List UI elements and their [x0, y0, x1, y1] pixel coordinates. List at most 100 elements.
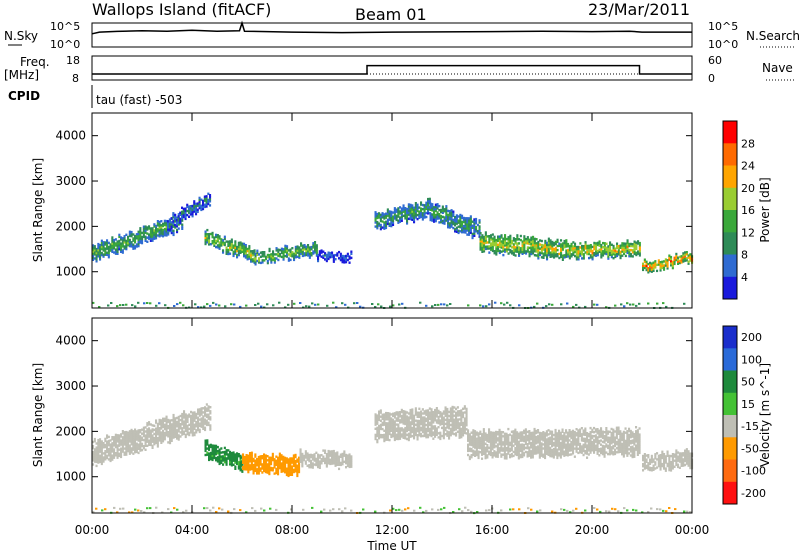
echo-cell	[134, 236, 137, 240]
echo-cell	[558, 431, 561, 435]
echo-cell	[530, 252, 533, 256]
echo-cell	[287, 259, 290, 262]
echo-cell	[273, 253, 276, 256]
echo-cell	[472, 449, 475, 452]
echo-cell	[308, 250, 311, 253]
echo-cell	[292, 462, 295, 465]
echo-cell	[551, 240, 554, 244]
echo-cell	[575, 252, 578, 255]
echo-cell	[243, 252, 246, 256]
echo-cell	[516, 439, 519, 442]
echo-cell	[567, 245, 570, 248]
echo-cell	[300, 248, 303, 251]
echo-cell	[608, 451, 611, 454]
echo-cell	[144, 438, 147, 441]
echo-cell	[598, 454, 601, 457]
echo-cell	[533, 434, 536, 437]
echo-cell	[209, 455, 212, 459]
echo-cell	[519, 455, 522, 459]
echo-cell	[232, 455, 235, 458]
echo-cell	[493, 235, 496, 239]
echo-cell	[121, 446, 124, 449]
echo-cell	[554, 255, 557, 258]
echo-cell	[216, 244, 219, 247]
echo-cell	[477, 446, 480, 449]
echo-cell	[469, 217, 472, 220]
echo-cell	[392, 422, 395, 426]
echo-cell	[100, 458, 103, 461]
echo-cell	[393, 207, 396, 210]
echo-cell	[191, 419, 194, 423]
echo-cell	[407, 434, 410, 438]
echo-cell	[151, 235, 154, 238]
echo-cell	[125, 453, 128, 456]
echo-cell	[250, 260, 253, 263]
echo-cell	[416, 423, 419, 427]
echo-cell	[502, 243, 505, 247]
echo-cell	[198, 204, 201, 208]
echo-cell	[458, 424, 461, 427]
echo-cell	[544, 454, 547, 457]
echo-cell	[462, 434, 465, 437]
echo-cell	[612, 257, 615, 260]
echo-cell	[504, 242, 507, 245]
echo-cell	[528, 448, 531, 451]
echo-cell	[596, 438, 599, 441]
echo-cell	[280, 454, 283, 457]
echo-cell	[205, 413, 208, 416]
echo-cell	[325, 455, 328, 458]
echo-cell	[570, 440, 573, 444]
echo-cell	[294, 251, 297, 255]
echo-cell	[467, 447, 470, 451]
echo-cell	[345, 254, 348, 258]
echo-cell	[523, 247, 526, 250]
echo-cell	[535, 238, 538, 241]
echo-cell	[486, 454, 489, 457]
nsky-strip: N.Sky 10^5 10^0 10^5 10^0 N.Search	[4, 20, 800, 51]
echo-cell	[148, 237, 151, 240]
echo-cell	[172, 222, 175, 225]
echo-cell	[188, 207, 191, 210]
echo-cell	[477, 444, 480, 447]
echo-cell	[102, 444, 105, 447]
echo-cell	[489, 447, 492, 450]
echo-cell	[551, 438, 554, 442]
echo-cell	[332, 258, 335, 261]
echo-cell	[468, 447, 471, 450]
echo-cell	[418, 428, 421, 431]
echo-cell	[107, 439, 110, 443]
echo-cell	[204, 420, 207, 423]
echo-cell	[637, 242, 640, 245]
echo-cell	[305, 247, 308, 250]
echo-cell	[155, 427, 158, 430]
echo-cell	[151, 434, 154, 437]
echo-cell	[277, 470, 280, 474]
echo-cell	[163, 417, 166, 420]
echo-cell	[431, 203, 434, 206]
echo-cell	[449, 434, 452, 437]
echo-cell	[608, 448, 611, 452]
echo-cell	[113, 436, 116, 439]
echo-cell	[579, 250, 582, 253]
echo-cell	[623, 250, 626, 253]
echo-cell	[546, 243, 549, 247]
echo-cell	[509, 447, 512, 451]
echo-cell	[277, 466, 280, 470]
echo-cell	[132, 452, 135, 455]
echo-cell	[498, 443, 501, 446]
echo-cell	[160, 421, 163, 424]
echo-cell	[514, 453, 517, 456]
echo-cell	[202, 205, 205, 209]
echo-cell	[411, 410, 414, 413]
echo-cell	[207, 405, 210, 408]
echo-cell	[343, 255, 346, 258]
echo-cell	[273, 257, 276, 260]
echo-cell	[116, 448, 119, 451]
echo-cell	[127, 244, 130, 247]
echo-cell	[549, 438, 552, 441]
echo-cell	[677, 258, 680, 261]
echo-cell	[407, 205, 410, 208]
echo-cell	[500, 453, 503, 456]
echo-cell	[581, 253, 584, 256]
echo-cell	[239, 460, 242, 464]
